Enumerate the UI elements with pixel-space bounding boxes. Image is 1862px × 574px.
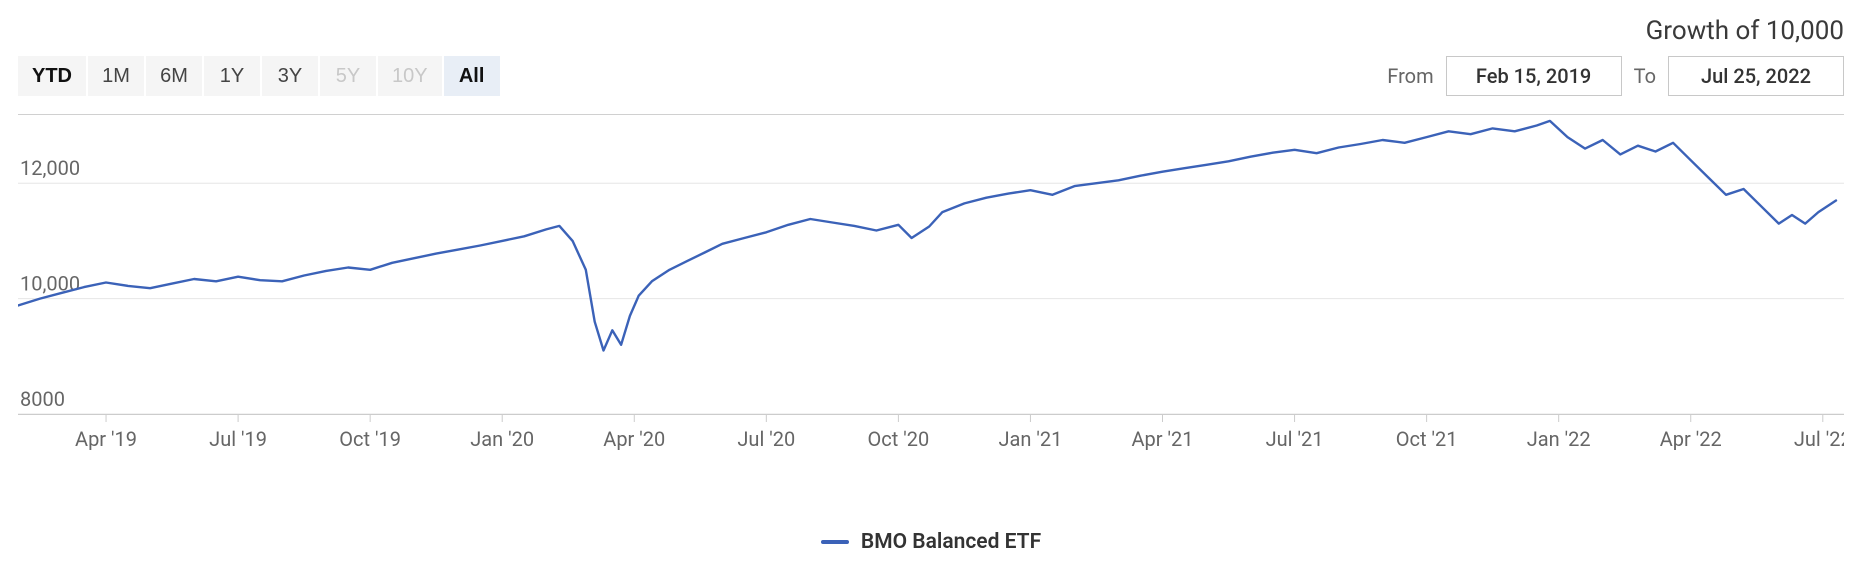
svg-text:Apr '21: Apr '21: [1132, 427, 1194, 451]
svg-text:12,000: 12,000: [20, 156, 80, 180]
legend-swatch: [821, 540, 849, 544]
svg-text:Jul '20: Jul '20: [737, 427, 795, 451]
svg-text:Jan '22: Jan '22: [1527, 427, 1591, 451]
range-toolbar: YTD1M6M1Y3Y5Y10YAll: [18, 56, 500, 96]
to-label: To: [1634, 64, 1656, 88]
range-3y-button[interactable]: 3Y: [262, 56, 318, 96]
range-1y-button[interactable]: 1Y: [204, 56, 260, 96]
svg-text:8000: 8000: [20, 387, 65, 411]
line-chart-svg: 8000 10,000 12,000 Apr '19 Jul '19 Oct '19 Jan…: [18, 114, 1844, 460]
from-label: From: [1387, 64, 1433, 88]
svg-text:Oct '21: Oct '21: [1396, 427, 1458, 451]
svg-text:Oct '19: Oct '19: [339, 427, 401, 451]
svg-text:Apr '19: Apr '19: [75, 427, 137, 451]
chart-title: Growth of 10,000: [1646, 16, 1844, 46]
svg-text:Apr '22: Apr '22: [1660, 427, 1722, 451]
chart-plot-area[interactable]: 800010,00012,000Apr '19Jul '19Oct '19Jan…: [18, 114, 1844, 414]
range-10y-button: 10Y: [378, 56, 442, 96]
svg-text:10,000: 10,000: [20, 272, 80, 296]
svg-text:Apr '20: Apr '20: [603, 427, 665, 451]
svg-text:Jan '20: Jan '20: [470, 427, 534, 451]
svg-text:Jul '21: Jul '21: [1266, 427, 1324, 451]
range-all-button[interactable]: All: [444, 56, 500, 96]
chart-widget: Growth of 10,000 YTD1M6M1Y3Y5Y10YAll Fro…: [0, 0, 1862, 574]
svg-text:Oct '20: Oct '20: [868, 427, 930, 451]
range-1m-button[interactable]: 1M: [88, 56, 144, 96]
range-ytd-button[interactable]: YTD: [18, 56, 86, 96]
range-6m-button[interactable]: 6M: [146, 56, 202, 96]
to-date-input[interactable]: [1668, 56, 1844, 96]
from-date-input[interactable]: [1446, 56, 1622, 96]
svg-text:Jul '22: Jul '22: [1794, 427, 1844, 451]
chart-legend: BMO Balanced ETF: [0, 530, 1862, 554]
svg-text:Jan '21: Jan '21: [998, 427, 1062, 451]
date-range-controls: From To: [1387, 56, 1844, 96]
legend-series-label: BMO Balanced ETF: [861, 530, 1041, 554]
svg-text:Jul '19: Jul '19: [209, 427, 267, 451]
range-5y-button: 5Y: [320, 56, 376, 96]
